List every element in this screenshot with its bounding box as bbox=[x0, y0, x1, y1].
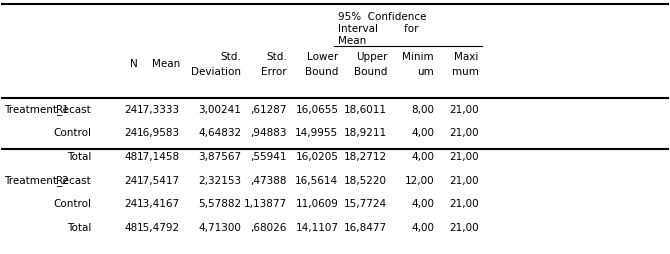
Text: Upper: Upper bbox=[356, 52, 387, 62]
Text: 5,57882: 5,57882 bbox=[198, 198, 241, 208]
Text: Interval        for: Interval for bbox=[338, 24, 419, 34]
Text: 24: 24 bbox=[125, 198, 138, 208]
Text: 48: 48 bbox=[125, 151, 138, 161]
Text: 4,00: 4,00 bbox=[411, 128, 434, 138]
Text: Recast: Recast bbox=[56, 104, 91, 114]
Text: 21,00: 21,00 bbox=[449, 128, 479, 138]
Text: 24: 24 bbox=[125, 104, 138, 114]
Text: Total: Total bbox=[66, 151, 91, 161]
Text: ,68026: ,68026 bbox=[251, 222, 287, 232]
Text: 11,0609: 11,0609 bbox=[295, 198, 338, 208]
Text: 13,4167: 13,4167 bbox=[137, 198, 180, 208]
Text: Std.: Std. bbox=[220, 52, 241, 62]
Text: 4,71300: 4,71300 bbox=[198, 222, 241, 232]
Text: 16,8477: 16,8477 bbox=[344, 222, 387, 232]
Text: 16,9583: 16,9583 bbox=[137, 128, 180, 138]
Text: Lower: Lower bbox=[307, 52, 338, 62]
Text: 18,2712: 18,2712 bbox=[344, 151, 387, 161]
Text: Error: Error bbox=[261, 66, 287, 76]
Text: Recast: Recast bbox=[56, 175, 91, 185]
Text: 21,00: 21,00 bbox=[449, 104, 479, 114]
Text: Treatment_1: Treatment_1 bbox=[4, 104, 69, 115]
Text: Maxi: Maxi bbox=[454, 52, 479, 62]
Text: ,94883: ,94883 bbox=[251, 128, 287, 138]
Text: 4,00: 4,00 bbox=[411, 198, 434, 208]
Text: 15,7724: 15,7724 bbox=[344, 198, 387, 208]
Text: N: N bbox=[130, 59, 138, 69]
Text: Minim: Minim bbox=[402, 52, 434, 62]
Text: Control: Control bbox=[53, 128, 91, 138]
Text: Treatment_2: Treatment_2 bbox=[4, 174, 69, 185]
Text: 8,00: 8,00 bbox=[411, 104, 434, 114]
Text: 48: 48 bbox=[125, 222, 138, 232]
Text: 2,32153: 2,32153 bbox=[198, 175, 241, 185]
Text: 21,00: 21,00 bbox=[449, 151, 479, 161]
Text: 21,00: 21,00 bbox=[449, 198, 479, 208]
Text: 17,3333: 17,3333 bbox=[137, 104, 180, 114]
Text: 24: 24 bbox=[125, 175, 138, 185]
Text: 3,87567: 3,87567 bbox=[198, 151, 241, 161]
Text: ,61287: ,61287 bbox=[251, 104, 287, 114]
Text: 14,9955: 14,9955 bbox=[295, 128, 338, 138]
Text: Bound: Bound bbox=[305, 66, 338, 76]
Text: 16,5614: 16,5614 bbox=[295, 175, 338, 185]
Text: Deviation: Deviation bbox=[192, 66, 241, 76]
Text: mum: mum bbox=[452, 66, 479, 76]
Text: 18,9211: 18,9211 bbox=[344, 128, 387, 138]
Text: 4,64832: 4,64832 bbox=[198, 128, 241, 138]
Text: Control: Control bbox=[53, 198, 91, 208]
Text: 95%  Confidence: 95% Confidence bbox=[338, 12, 427, 22]
Text: 24: 24 bbox=[125, 128, 138, 138]
Text: 3,00241: 3,00241 bbox=[198, 104, 241, 114]
Text: 18,6011: 18,6011 bbox=[344, 104, 387, 114]
Text: 21,00: 21,00 bbox=[449, 175, 479, 185]
Text: Std.: Std. bbox=[266, 52, 287, 62]
Text: Bound: Bound bbox=[354, 66, 387, 76]
Text: ,55941: ,55941 bbox=[251, 151, 287, 161]
Text: 17,1458: 17,1458 bbox=[137, 151, 180, 161]
Text: 4,00: 4,00 bbox=[411, 222, 434, 232]
Text: 1,13877: 1,13877 bbox=[244, 198, 287, 208]
Text: Total: Total bbox=[66, 222, 91, 232]
Text: um: um bbox=[417, 66, 434, 76]
Text: 4,00: 4,00 bbox=[411, 151, 434, 161]
Text: 15,4792: 15,4792 bbox=[137, 222, 180, 232]
Text: Mean: Mean bbox=[338, 36, 366, 46]
Text: ,47388: ,47388 bbox=[251, 175, 287, 185]
Text: Mean: Mean bbox=[151, 59, 180, 69]
Text: 12,00: 12,00 bbox=[404, 175, 434, 185]
Text: 17,5417: 17,5417 bbox=[137, 175, 180, 185]
Text: 16,0655: 16,0655 bbox=[295, 104, 338, 114]
Text: 16,0205: 16,0205 bbox=[295, 151, 338, 161]
Text: 21,00: 21,00 bbox=[449, 222, 479, 232]
Text: 18,5220: 18,5220 bbox=[344, 175, 387, 185]
Text: 14,1107: 14,1107 bbox=[295, 222, 338, 232]
